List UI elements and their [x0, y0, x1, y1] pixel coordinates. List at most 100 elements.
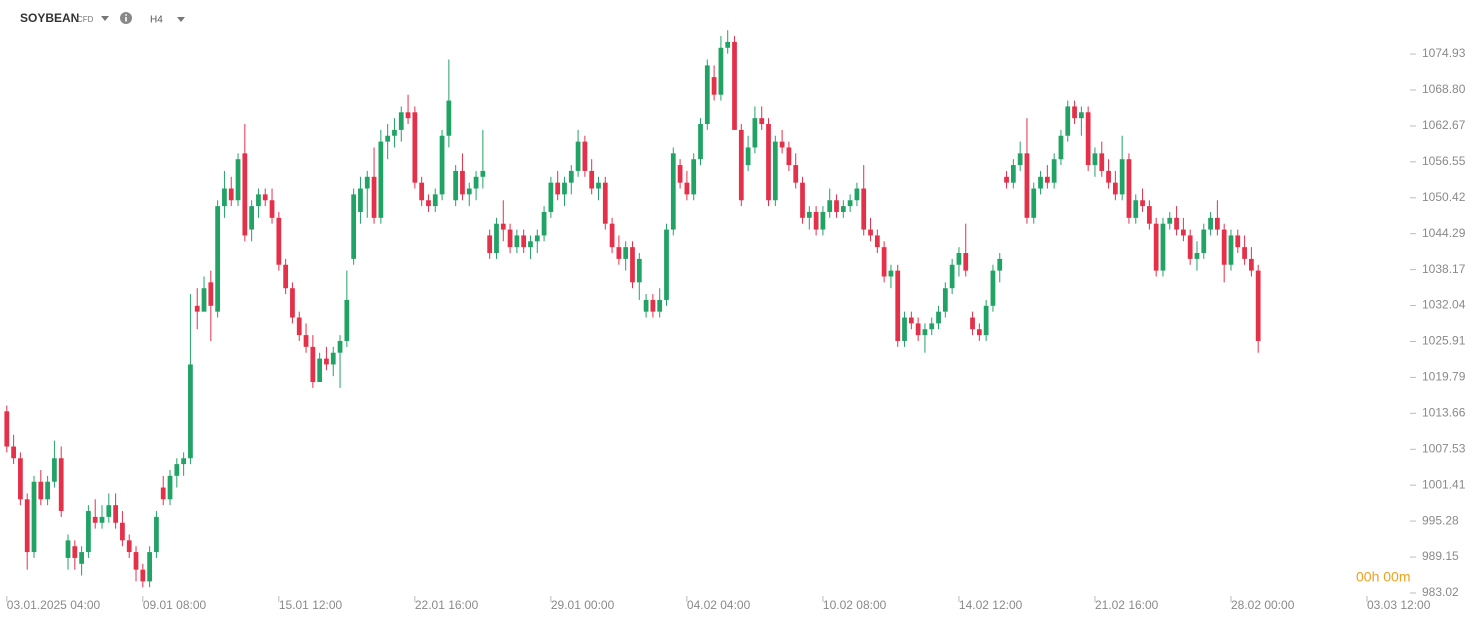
candle-body — [786, 147, 792, 166]
candle-body — [487, 235, 493, 254]
timeframe-dropdown[interactable] — [177, 17, 185, 22]
candle-body — [507, 229, 513, 248]
candle-body — [1140, 200, 1145, 207]
candle-body — [636, 258, 642, 283]
candle-body — [745, 147, 751, 166]
candle-body — [623, 247, 629, 259]
candle-body — [385, 135, 391, 142]
candle-body — [691, 159, 697, 195]
y-tick-label: 1038.17 — [1422, 262, 1466, 276]
candle-body — [201, 288, 207, 312]
candle-body — [1248, 258, 1254, 271]
candle-body — [426, 200, 431, 207]
candle-body — [548, 182, 554, 212]
candle-body — [616, 247, 622, 259]
candle-body — [1133, 200, 1139, 218]
candle-body — [92, 516, 98, 523]
timeframe[interactable]: H4 — [150, 15, 163, 26]
candle-body — [983, 305, 989, 336]
candle-body — [392, 129, 397, 136]
candle-body — [65, 540, 71, 558]
candle-body — [1004, 176, 1009, 183]
candle-body — [820, 211, 826, 230]
candle-body — [521, 235, 527, 248]
x-tick-label: 14.02 12:00 — [959, 598, 1023, 612]
candle-body — [160, 487, 166, 500]
candle-body — [262, 194, 268, 201]
candle-body — [194, 305, 200, 312]
candle-body — [337, 340, 343, 353]
candle-body — [1017, 153, 1023, 166]
candle-body — [283, 264, 289, 289]
y-tick-label: 1025.91 — [1422, 334, 1466, 348]
candle-body — [1044, 176, 1050, 183]
candle-body — [290, 288, 295, 318]
candle-body — [351, 194, 357, 259]
candle-body — [834, 200, 839, 212]
candle-body — [976, 329, 982, 336]
candle-body — [11, 446, 16, 459]
x-tick-label: 03.03 12:00 — [1367, 598, 1431, 612]
candle-body — [589, 170, 595, 189]
y-tick-label: 1074.93 — [1422, 46, 1466, 60]
x-tick-label: 10.02 08:00 — [823, 598, 887, 612]
candle-body — [1038, 176, 1043, 189]
candle-body — [140, 569, 146, 582]
candle-body — [188, 364, 193, 459]
symbol-dropdown[interactable] — [101, 16, 109, 21]
candle-body — [908, 317, 914, 324]
candle-body — [759, 118, 765, 125]
candle-body — [52, 458, 57, 482]
candle-body — [902, 317, 907, 341]
candle-body — [303, 335, 309, 347]
candle-body — [1194, 253, 1200, 259]
candle-body — [555, 182, 561, 195]
candle-body — [684, 182, 690, 195]
symbol[interactable]: SOYBEAN — [20, 11, 79, 25]
candle-body — [650, 299, 656, 312]
candle-body — [630, 247, 635, 283]
candle-body — [1208, 217, 1213, 230]
y-tick-label: 1019.79 — [1422, 370, 1466, 384]
candle-body — [534, 235, 540, 242]
candle-body — [4, 411, 10, 447]
candle-body — [1126, 159, 1132, 218]
candle-body — [1112, 182, 1118, 195]
candle-body — [18, 458, 23, 500]
candle-body — [772, 141, 778, 201]
candle-body — [609, 223, 615, 248]
y-tick-label: 1013.66 — [1422, 406, 1466, 420]
candle-body — [806, 211, 812, 218]
candle-body — [997, 258, 1003, 271]
candle-body — [1221, 229, 1227, 265]
candle-body — [868, 229, 873, 236]
y-tick-label: 1001.41 — [1422, 477, 1466, 491]
candle-body — [494, 223, 499, 254]
candle-body — [296, 317, 302, 336]
candle-body — [528, 241, 533, 248]
candle-body — [895, 270, 901, 341]
candle-body — [854, 188, 860, 201]
candle-body — [956, 253, 962, 265]
candle-body — [276, 217, 282, 265]
y-tick-label: 1062.67 — [1422, 118, 1466, 132]
candle-body — [38, 481, 44, 500]
candle-body — [942, 288, 948, 312]
candle-body — [1031, 188, 1037, 218]
candle-body — [664, 229, 669, 300]
candle-body — [324, 358, 329, 365]
candle-body — [72, 546, 78, 558]
candle-body — [344, 299, 350, 341]
x-tick-label: 21.02 16:00 — [1095, 598, 1159, 612]
y-tick-label: 1032.04 — [1422, 298, 1466, 312]
candle-body — [881, 247, 887, 277]
candle-body — [732, 41, 737, 130]
candle-body — [1167, 217, 1173, 224]
candle-body — [31, 481, 37, 553]
candle-body — [317, 358, 323, 383]
candle-body — [310, 346, 316, 383]
candle-body — [861, 188, 867, 230]
candle-body — [126, 540, 132, 553]
x-tick-label: 09.01 08:00 — [143, 598, 207, 612]
candle-body — [208, 282, 214, 306]
